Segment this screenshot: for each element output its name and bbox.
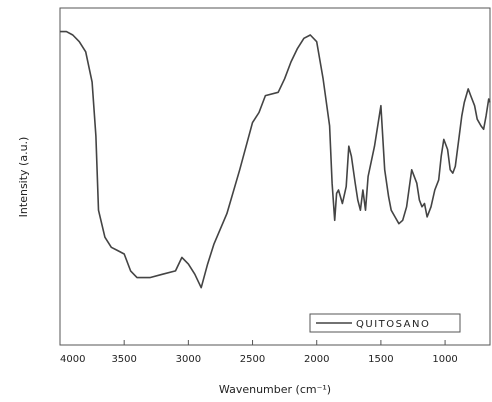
x-tick-label: 2000 xyxy=(304,354,329,365)
x-tick-label: 3500 xyxy=(111,354,136,365)
x-axis-ticks: 4000 3500 3000 2500 2000 1500 1000 xyxy=(59,340,458,365)
x-tick-label: 2500 xyxy=(240,354,265,365)
x-tick-label: 3000 xyxy=(176,354,201,365)
x-tick-label: 4000 xyxy=(60,354,85,365)
legend: QUITOSANO xyxy=(309,313,461,333)
series-line-0 xyxy=(60,30,491,289)
x-tick-label: 1500 xyxy=(368,354,393,365)
x-tick-label: 1000 xyxy=(432,354,457,365)
plot-area xyxy=(59,7,491,346)
legend-box xyxy=(309,313,461,333)
legend-series-label: QUITOSANO xyxy=(356,319,430,330)
x-axis-label: Wavenumber (cm⁻¹) xyxy=(219,383,331,396)
plot-frame xyxy=(59,7,491,346)
y-axis-label: Intensity (a.u.) xyxy=(17,137,30,218)
